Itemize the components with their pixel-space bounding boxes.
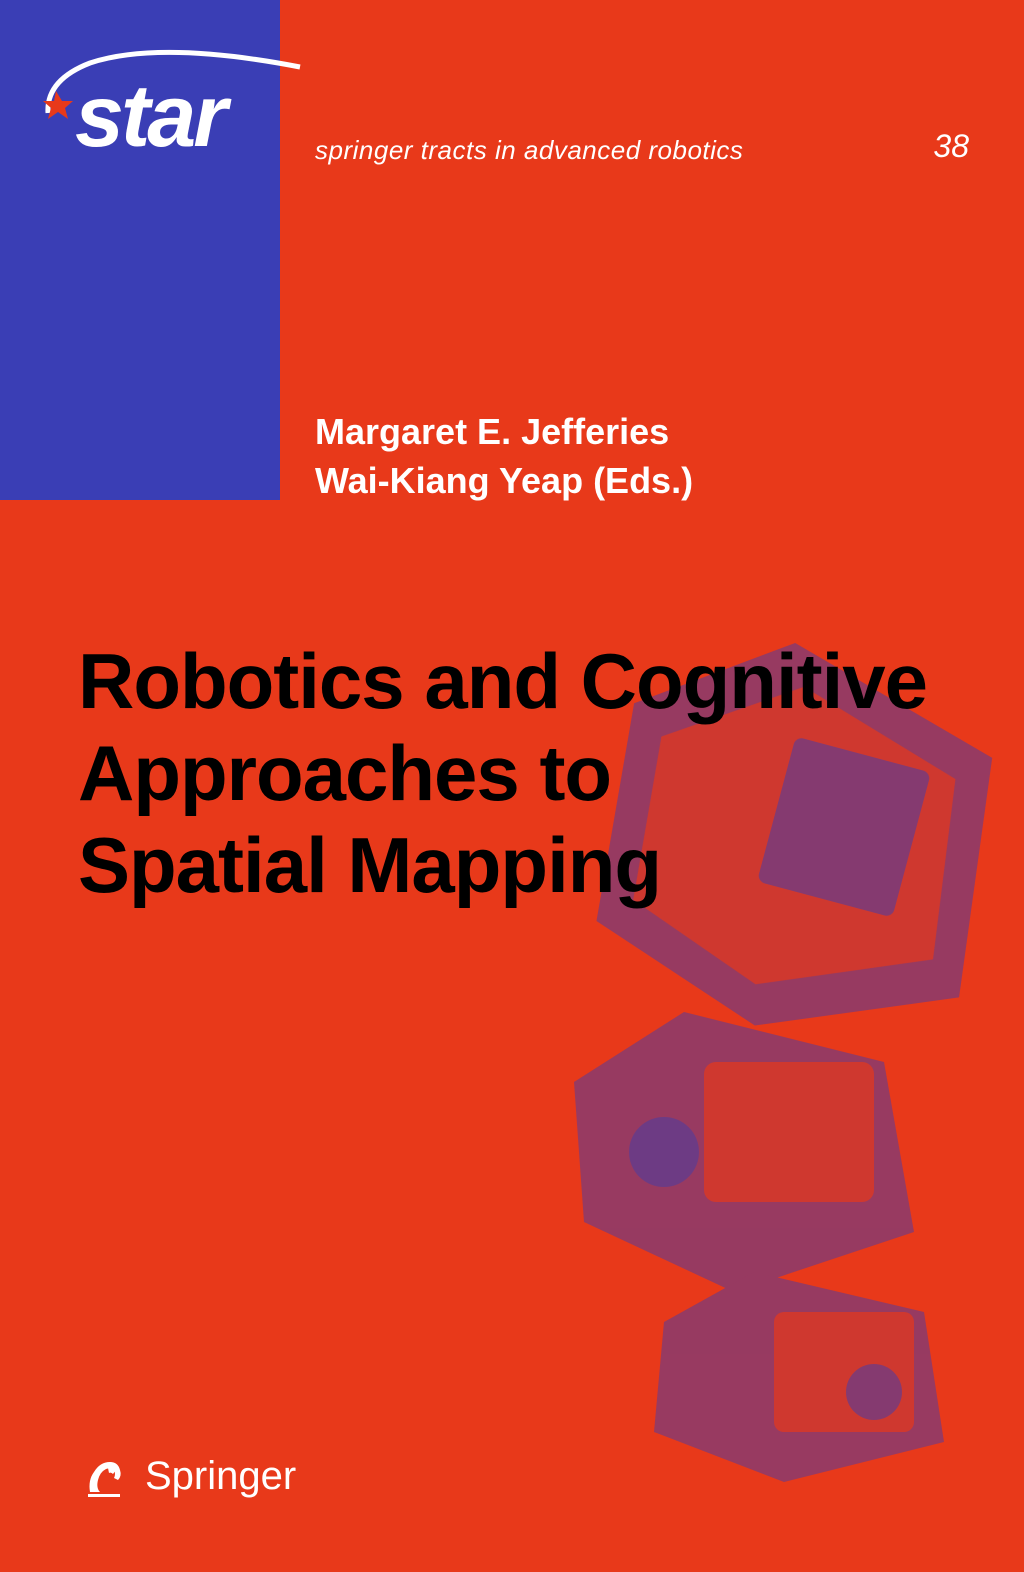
editor-line-1: Margaret E. Jefferies xyxy=(315,408,693,457)
publisher-block: Springer xyxy=(78,1450,296,1502)
volume-number: 38 xyxy=(933,128,969,165)
editors-block: Margaret E. Jefferies Wai-Kiang Yeap (Ed… xyxy=(315,408,693,505)
publisher-name: Springer xyxy=(145,1454,296,1499)
book-title: Robotics and Cognitive Approaches to Spa… xyxy=(78,635,927,911)
springer-horse-icon xyxy=(78,1450,130,1502)
series-name: springer tracts in advanced robotics xyxy=(315,135,743,166)
title-line-1: Robotics and Cognitive xyxy=(78,635,927,727)
book-cover: star springer tracts in advanced robotic… xyxy=(0,0,1024,1572)
title-line-3: Spatial Mapping xyxy=(78,819,927,911)
swoosh-icon xyxy=(40,45,305,130)
title-line-2: Approaches to xyxy=(78,727,927,819)
editor-line-2: Wai-Kiang Yeap (Eds.) xyxy=(315,457,693,506)
series-logo: star xyxy=(75,65,224,167)
